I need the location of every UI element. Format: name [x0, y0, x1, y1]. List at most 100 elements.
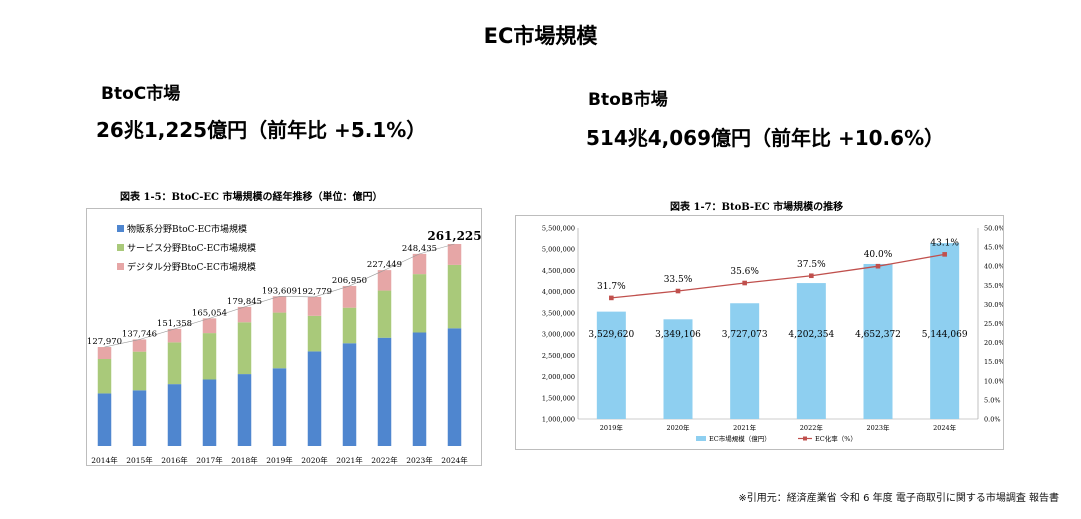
x-tick-label: 2020年	[301, 455, 328, 465]
bar-value-label: 5,144,069	[922, 330, 968, 340]
y-left-tick-label: 1,500,000	[542, 394, 575, 402]
legend-swatch	[696, 436, 706, 441]
y-right-tick-label: 15.0%	[984, 358, 1003, 366]
legend-swatch	[117, 244, 124, 251]
bar-segment	[202, 318, 217, 334]
x-tick-label: 2017年	[196, 455, 223, 465]
bar-segment	[202, 379, 217, 446]
bar-segment	[167, 328, 182, 343]
bar-segment	[97, 359, 112, 394]
bar-segment	[132, 351, 147, 391]
bar-segment	[342, 343, 357, 446]
x-tick-label: 2024年	[933, 423, 957, 432]
total-label: 261,225	[427, 229, 481, 243]
bar-segment	[377, 337, 392, 446]
total-label: 127,970	[87, 337, 122, 347]
total-label: 192,779	[297, 287, 332, 297]
bar	[863, 263, 893, 419]
btoc-chart-title: 図表 1-5：BtoC-EC 市場規模の経年推移（単位：億円）	[120, 192, 383, 203]
btob-market-size: 514兆4,069億円（前年比 +10.6%）	[586, 126, 945, 150]
bar-segment	[272, 296, 287, 313]
y-left-tick-label: 1,000,000	[542, 416, 575, 424]
bar-segment	[412, 332, 427, 446]
y-right-tick-label: 0.0%	[984, 416, 1001, 424]
ec-rate-point	[742, 280, 747, 286]
y-left-tick-label: 5,000,000	[542, 246, 575, 254]
page-title: EC市場規模	[483, 24, 598, 48]
legend-label: EC化率（%）	[815, 434, 857, 443]
bar-segment	[412, 253, 427, 275]
bar-segment	[412, 274, 427, 333]
bar-segment	[447, 243, 462, 265]
y-right-tick-label: 5.0%	[984, 396, 1001, 404]
ec-rate-label: 37.5%	[797, 260, 826, 270]
legend-marker	[803, 436, 807, 441]
y-right-tick-label: 35.0%	[984, 282, 1003, 290]
btob-heading: BtoB市場	[588, 90, 668, 110]
y-left-tick-label: 2,000,000	[542, 373, 575, 381]
bar	[796, 283, 826, 419]
y-right-tick-label: 30.0%	[984, 301, 1003, 309]
y-right-tick-label: 20.0%	[984, 339, 1003, 347]
bar-value-label: 3,349,106	[655, 330, 701, 340]
y-left-tick-label: 2,500,000	[542, 352, 575, 360]
ec-rate-point	[809, 273, 814, 279]
legend-label: 物販系分野BtoC-EC市場規模	[127, 223, 247, 235]
total-trend-line	[104, 243, 455, 348]
btob-chart: 1,000,000 1,500,000 2,000,000 2,500,000 3,00…	[515, 215, 1005, 450]
legend-label: デジタル分野BtoC-EC市場規模	[127, 261, 256, 273]
bar-segment	[342, 307, 357, 344]
legend-label: EC市場規模（億円）	[709, 434, 771, 443]
x-tick-label: 2023年	[866, 423, 890, 432]
y-right-tick-label: 45.0%	[984, 244, 1003, 252]
y-left-tick-label: 3,000,000	[542, 331, 575, 339]
total-label: 165,054	[192, 308, 227, 318]
bar-segment	[307, 351, 322, 446]
total-label: 137,746	[122, 329, 157, 339]
bar-segment	[167, 384, 182, 446]
total-label: 227,449	[367, 260, 402, 270]
x-tick-label: 2014年	[91, 455, 118, 465]
bar-segment	[342, 285, 357, 308]
y-left-tick-label: 4,500,000	[542, 267, 575, 275]
total-label: 206,950	[332, 276, 367, 286]
y-left-tick-label: 5,500,000	[542, 225, 575, 233]
bar	[930, 243, 960, 419]
bar-segment	[307, 315, 322, 352]
bar-segment	[237, 306, 252, 323]
x-tick-label: 2019年	[266, 455, 293, 465]
ec-rate-label: 40.0%	[864, 250, 893, 260]
ec-rate-point	[875, 263, 881, 269]
x-tick-label: 2022年	[371, 455, 398, 465]
x-tick-label: 2016年	[161, 455, 188, 465]
total-label: 151,358	[157, 319, 192, 329]
legend-label: サービス分野BtoC-EC市場規模	[127, 242, 256, 254]
total-label: 179,845	[227, 297, 262, 307]
bar-segment	[97, 393, 112, 446]
y-right-tick-label: 40.0%	[984, 263, 1003, 271]
bar-segment	[167, 342, 182, 385]
bar-segment	[272, 368, 287, 446]
total-label: 193,609	[262, 286, 297, 296]
ec-rate-label: 31.7%	[597, 282, 626, 292]
y-right-tick-label: 10.0%	[984, 377, 1003, 385]
btoc-chart: 050,000100,000150,000200,000250,000300,0…	[48, 208, 482, 466]
x-tick-label: 2018年	[231, 455, 258, 465]
x-tick-label: 2022年	[800, 423, 824, 432]
btob-chart-svg: 1,000,000 1,500,000 2,000,000 2,500,000 3,00…	[542, 225, 1005, 444]
ec-rate-label: 35.6%	[730, 267, 759, 277]
bar-value-label: 4,202,354	[788, 330, 834, 340]
bar-segment	[377, 270, 392, 291]
legend-swatch	[117, 225, 124, 232]
y-left-tick-label: 3,500,000	[542, 309, 575, 317]
btoc-market-size: 26兆1,225億円（前年比 +5.1%）	[96, 118, 427, 142]
bar-segment	[307, 296, 322, 316]
bar	[596, 311, 626, 419]
total-label: 248,435	[402, 244, 437, 254]
btoc-heading: BtoC市場	[101, 84, 181, 104]
source-citation: ※引用元：経済産業省 令和 6 年度 電子商取引に関する市場調査 報告書	[738, 493, 1059, 504]
y-right-tick-label: 25.0%	[984, 320, 1003, 328]
x-tick-label: 2023年	[406, 455, 433, 465]
btob-chart-title: 図表 1-7：BtoB-EC 市場規模の推移	[670, 202, 844, 213]
ec-rate-label: 33.5%	[664, 275, 693, 285]
